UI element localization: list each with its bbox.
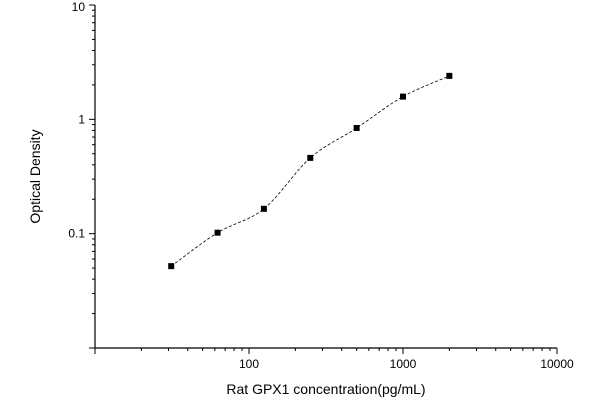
- x-tick-label: 10000: [540, 357, 574, 371]
- y-tick-label: 10: [72, 0, 86, 14]
- y-tick-label: 0.1: [68, 227, 85, 241]
- data-point: [214, 229, 221, 236]
- data-point: [307, 154, 314, 161]
- data-point: [400, 93, 406, 100]
- axes: [94, 5, 557, 349]
- fit-curve-line: [170, 75, 450, 267]
- y-tick-label: 1: [78, 112, 85, 126]
- data-points: [168, 72, 453, 270]
- data-point: [446, 72, 453, 79]
- data-point: [260, 205, 267, 212]
- data-point: [168, 263, 175, 270]
- x-tick-label: 1000: [390, 357, 417, 371]
- ticks: 100 1000 10000 0.1 1 10: [68, 0, 574, 371]
- y-axis-title: Optical Density: [27, 129, 43, 223]
- data-point: [353, 124, 360, 131]
- x-axis-title: Rat GPX1 concentration(pg/mL): [226, 381, 425, 397]
- x-tick-label: 100: [239, 357, 259, 371]
- fit-curve: [170, 75, 450, 267]
